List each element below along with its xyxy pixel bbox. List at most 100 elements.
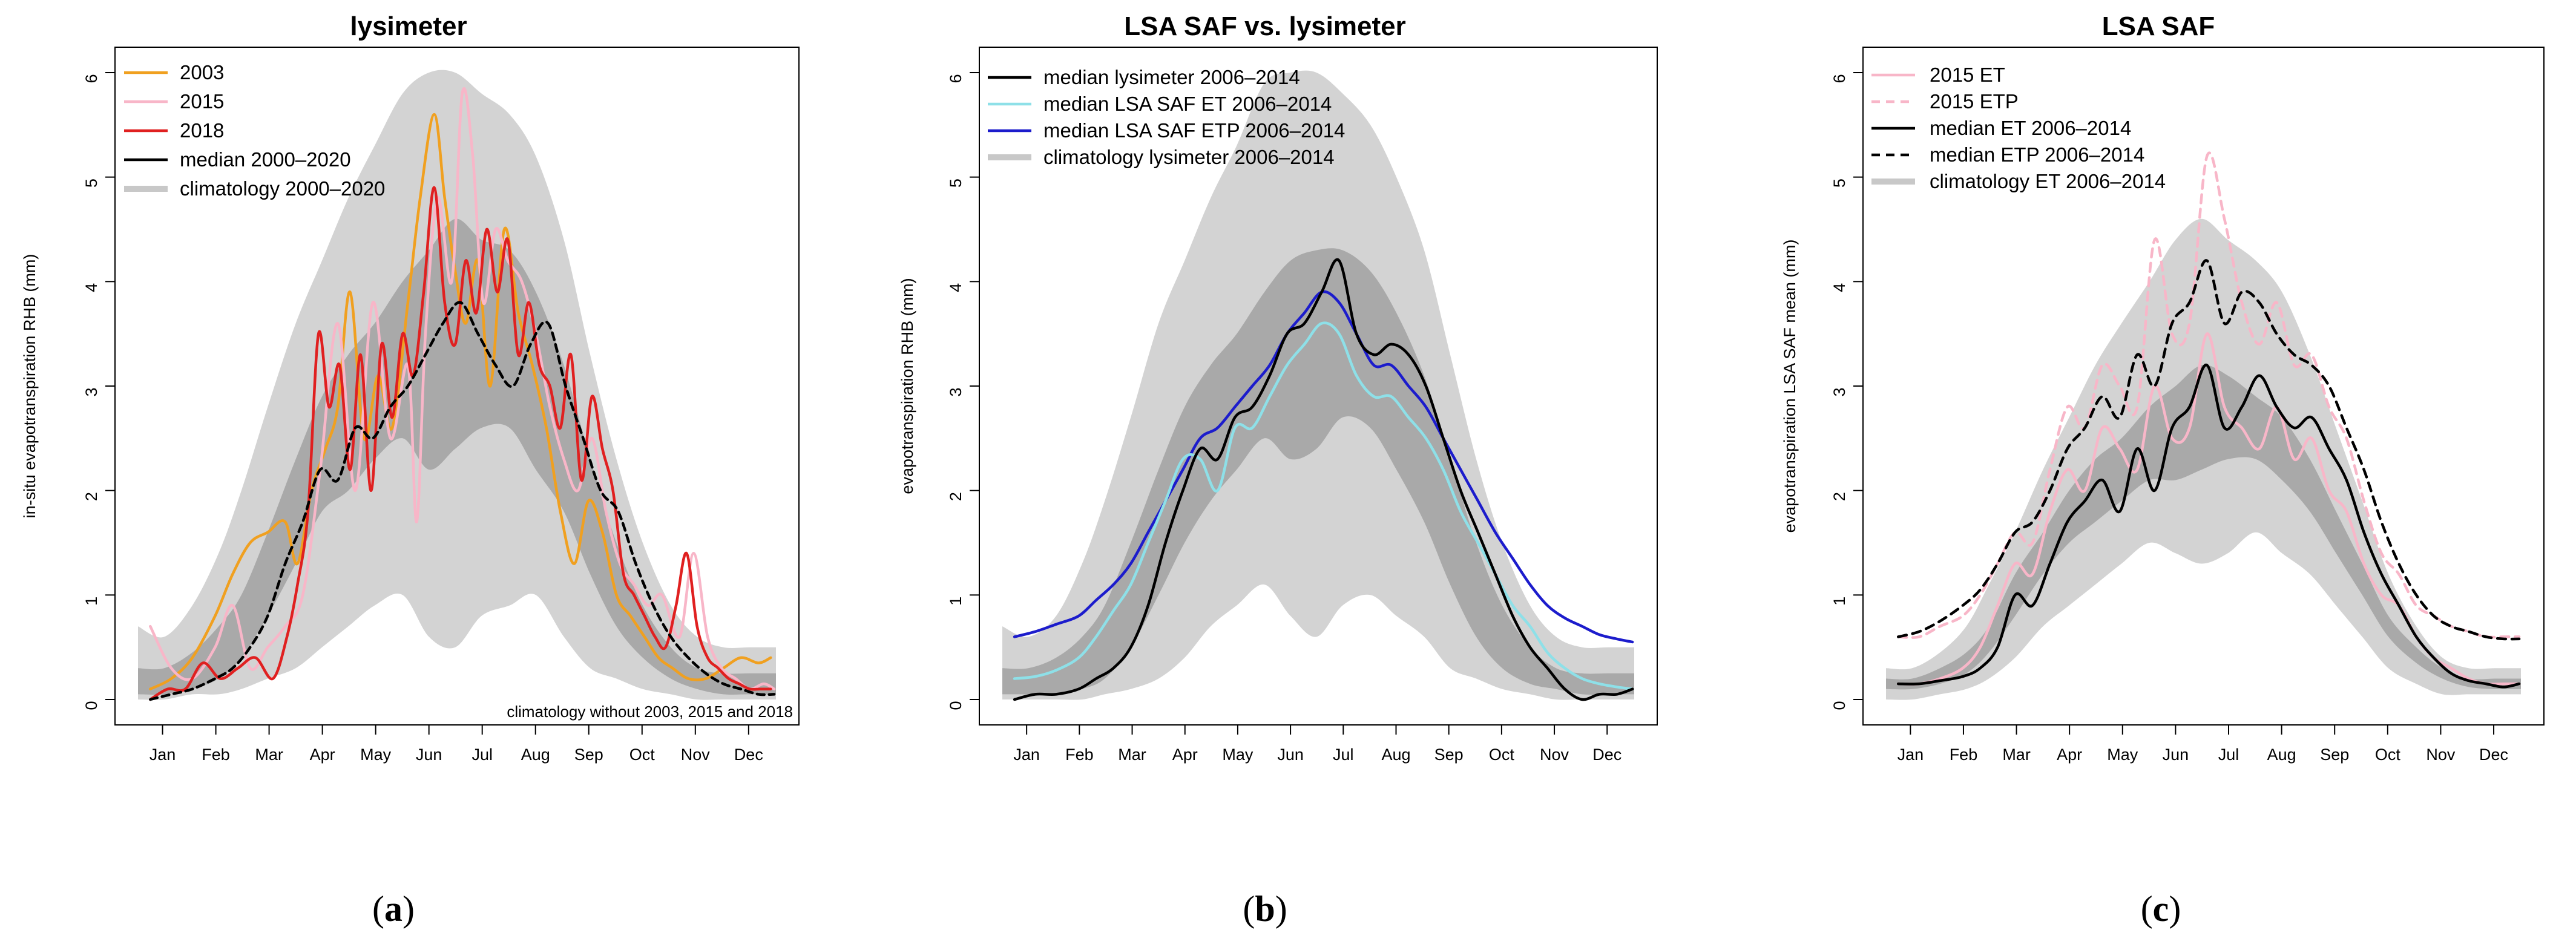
y-tick-label: 4: [947, 283, 965, 292]
x-tick-label: Jan: [150, 745, 176, 764]
panel-c-x-axis: Jan Feb Mar Apr May Jun Jul Aug Sep Oct Nov Dec: [1898, 725, 2508, 764]
y-tick-label: 6: [1830, 74, 1848, 83]
x-tick-label: Dec: [1592, 745, 1622, 764]
panel-b-caption: (b): [1243, 889, 1287, 929]
y-tick-label: 2: [947, 492, 965, 501]
legend-label: climatology 2000–2020: [180, 177, 385, 200]
band-inner: [1886, 365, 2521, 690]
legend-label: 2015 ET: [1930, 64, 2005, 86]
legend-label: median ETP 2006–2014: [1930, 143, 2144, 166]
panel-b-x-axis: Jan Feb Mar Apr May Jun Jul Aug Sep Oct Nov Dec: [1013, 725, 1622, 764]
panel-a-legend: 2003 2015 2018 median 2000–2020 climatology …: [124, 61, 385, 200]
legend-label: climatology ET 2006–2014: [1930, 170, 2166, 192]
legend-label: median lysimeter 2006–2014: [1043, 66, 1300, 88]
x-tick-label: Nov: [681, 745, 711, 764]
panel-a-y-axis: 0 1 2 3 4 5 6: [82, 72, 115, 710]
x-tick-label: Oct: [1489, 745, 1515, 764]
y-tick-label: 0: [1830, 701, 1848, 710]
panel-c-caption-letter: c: [2153, 889, 2169, 929]
y-tick-label: 2: [82, 492, 100, 501]
x-tick-label: Jan: [1898, 745, 1924, 764]
y-tick-label: 5: [947, 179, 965, 188]
x-tick-label: Oct: [629, 745, 656, 764]
panel-b-bands: [1002, 70, 1634, 700]
x-tick-label: Sep: [1434, 745, 1464, 764]
series-line-2015-etp: [1896, 151, 2521, 639]
panel-c-y-axis: 0 1 2 3 4 5 6: [1830, 72, 1863, 710]
y-tick-label: 0: [947, 701, 965, 710]
x-tick-label: Jul: [2218, 745, 2239, 764]
y-tick-label: 0: [82, 701, 100, 710]
legend-label: 2018: [180, 119, 224, 142]
y-tick-label: 6: [947, 74, 965, 83]
y-tick-label: 1: [947, 597, 965, 606]
x-tick-label: Mar: [2002, 745, 2031, 764]
x-tick-label: Aug: [2267, 745, 2296, 764]
legend-label: median LSA SAF ET 2006–2014: [1043, 93, 1332, 115]
y-tick-label: 3: [82, 387, 100, 396]
series-line-2003: [149, 113, 772, 690]
series-line-median-lsa-saf-etp-2006-2014: [1013, 290, 1634, 644]
x-tick-label: Aug: [521, 745, 550, 764]
legend-label: climatology lysimeter 2006–2014: [1043, 146, 1335, 168]
x-tick-label: Feb: [202, 745, 230, 764]
y-tick-label: 5: [1830, 179, 1848, 188]
panel-c-bands: [1886, 218, 2521, 700]
panel-a-note: climatology without 2003, 2015 and 2018: [507, 703, 793, 721]
x-tick-label: May: [2107, 745, 2138, 764]
band-inner: [1002, 248, 1634, 695]
panel-b-y-axis: 0 1 2 3 4 5 6: [947, 72, 979, 710]
legend-label: median ET 2006–2014: [1930, 117, 2131, 139]
x-tick-label: Nov: [2426, 745, 2456, 764]
series-line-median-etp-2006-2014: [1896, 259, 2521, 641]
panel-c-caption: (c): [2141, 889, 2181, 929]
series-line-2015: [149, 87, 776, 691]
x-tick-label: Apr: [310, 745, 335, 764]
x-tick-label: Feb: [1065, 745, 1094, 764]
x-tick-label: Jun: [2163, 745, 2189, 764]
y-tick-label: 6: [82, 74, 100, 83]
panel-b-y-axis-label: evapotranspiration RHB (mm): [898, 278, 916, 494]
x-tick-label: Aug: [1381, 745, 1410, 764]
x-tick-label: Apr: [2057, 745, 2082, 764]
x-tick-label: Jun: [416, 745, 442, 764]
series-line-median-lsa-saf-et-2006-2014: [1013, 321, 1634, 690]
x-tick-label: Mar: [255, 745, 283, 764]
y-tick-label: 5: [82, 179, 100, 188]
panel-c-series: [1896, 151, 2521, 689]
y-tick-label: 1: [82, 597, 100, 606]
legend-label: 2015 ETP: [1930, 90, 2019, 113]
x-tick-label: Oct: [2375, 745, 2401, 764]
legend-label: median 2000–2020: [180, 148, 351, 171]
band-inner: [138, 218, 776, 695]
panel-c: LSA SAF Jan Feb Mar Apr May Jun Jul Aug Sep Oct No…: [1781, 11, 2545, 929]
legend-label: 2015: [180, 90, 224, 113]
x-tick-label: Sep: [574, 745, 603, 764]
x-tick-label: Jul: [472, 745, 493, 764]
panel-c-legend: 2015 ET 2015 ETP median ET 2006–2014 median…: [1871, 64, 2166, 192]
x-tick-label: Mar: [1118, 745, 1146, 764]
x-tick-label: Jan: [1013, 745, 1040, 764]
panel-a: lysimeter Jan Feb Mar Apr May Jun Jul Aug Sep Oct…: [21, 11, 800, 929]
x-tick-label: Dec: [2479, 745, 2508, 764]
panel-b-title: LSA SAF vs. lysimeter: [1124, 11, 1405, 41]
y-tick-label: 2: [1830, 492, 1848, 501]
x-tick-label: Jun: [1277, 745, 1304, 764]
series-line-median-et-2006-2014: [1896, 364, 2521, 689]
x-tick-label: Feb: [1950, 745, 1978, 764]
y-tick-label: 3: [947, 387, 965, 396]
series-line-median-2000-2020: [149, 301, 776, 701]
panel-a-title: lysimeter: [350, 11, 467, 41]
panel-b: LSA SAF vs. lysimeter Jan Feb Mar Apr May Jun…: [898, 11, 1658, 929]
legend-label: median LSA SAF ETP 2006–2014: [1043, 119, 1345, 142]
x-tick-label: Apr: [1172, 745, 1198, 764]
y-tick-label: 4: [1830, 283, 1848, 292]
x-tick-label: May: [360, 745, 392, 764]
legend-label: 2003: [180, 61, 224, 84]
panel-a-caption-letter: a: [384, 889, 402, 929]
panel-a-caption: (a): [372, 889, 415, 929]
x-tick-label: Jul: [1333, 745, 1354, 764]
panel-c-title: LSA SAF: [2102, 11, 2215, 41]
x-tick-label: May: [1222, 745, 1254, 764]
